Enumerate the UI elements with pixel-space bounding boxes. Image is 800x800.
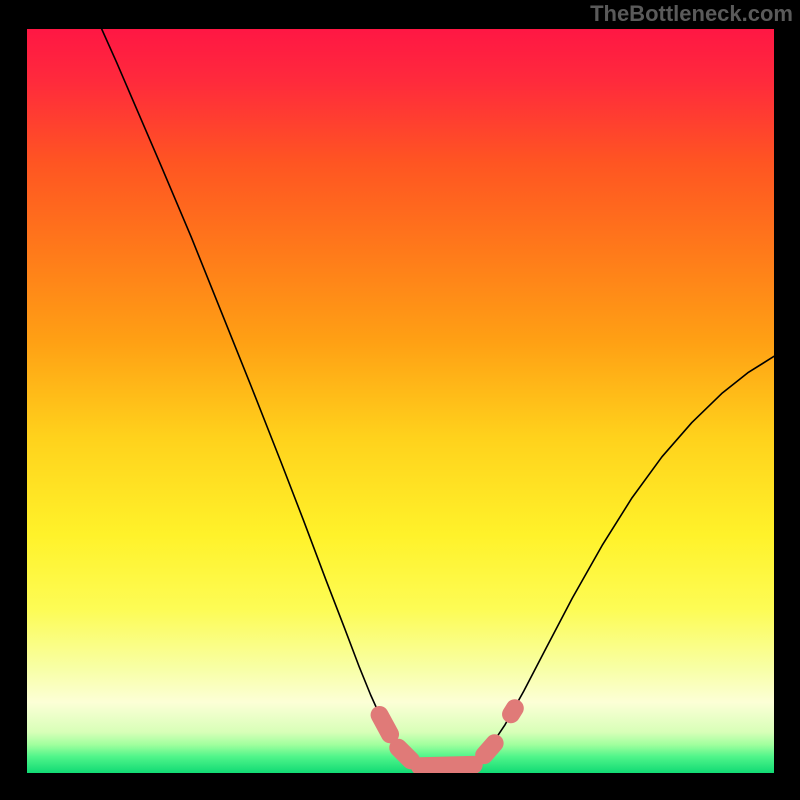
gradient-background: [27, 29, 774, 773]
marker-segment: [380, 715, 390, 734]
marker-segment: [484, 743, 494, 755]
source-watermark: TheBottleneck.com: [590, 1, 793, 27]
marker-segment: [398, 748, 411, 761]
plot-area: [27, 29, 774, 773]
chart-outer: TheBottleneck.com: [0, 0, 800, 800]
chart-svg: [27, 29, 774, 773]
marker-segment: [420, 765, 474, 766]
marker-segment: [511, 708, 515, 714]
